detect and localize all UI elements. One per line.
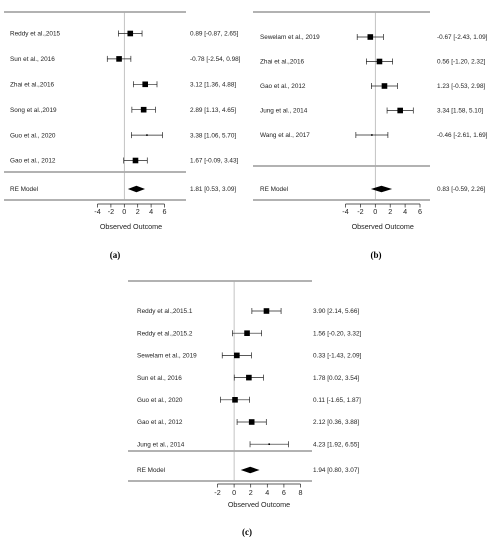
panel-b-x-tick-label: -2 [357,207,363,216]
panel-a-ci-text: 1.67 [-0.09, 3.43] [190,158,239,165]
panel-b-study-label: Gao et al., 2012 [260,83,306,90]
panel-c-study-label: Reddy et al.,2015.2 [137,330,193,337]
panel-c-x-tick-label: 0 [232,488,236,497]
panel-b-model-label: RE Model [260,186,288,193]
panel-a-x-axis-label: Observed Outcome [100,222,162,231]
panel-a-study-label: Reddy et al.,2015 [10,31,61,38]
panel-a-model-diamond [127,185,146,193]
panel-b-x-tick-label: 2 [388,207,392,216]
panel-c-study-label: Gao et al., 2012 [137,419,183,426]
panel-c-point-estimate [244,330,250,336]
panel-b-ci-text: 3.34 [1.58, 5.10] [437,108,483,115]
panel-b-x-axis-label: Observed Outcome [352,222,414,231]
panel-c-ci-text: 4.23 [1.92, 6.55] [313,441,359,448]
panel-c-x-tick-label: 6 [282,488,286,497]
panel-c-model-diamond [240,466,260,474]
panel-b-point-estimate [371,134,373,136]
panel-b-caption: (b) [371,250,382,260]
panel-a-x-tick-label: -4 [94,207,100,216]
panel-a-model-ci-text: 1.81 [0.53, 3.09] [190,186,236,193]
panel-a-point-estimate [142,81,149,88]
panel-a-point-estimate [132,157,139,164]
panel-c-x-tick-label: -2 [214,488,220,497]
panel-b-x-tick-label: 0 [373,207,377,216]
panel-c-study-label: Sun et al., 2016 [137,375,182,382]
panel-a-point-estimate [140,106,147,113]
panel-b-point-estimate [397,107,403,114]
panel-a-study-label: Guo et al., 2020 [10,132,56,139]
panel-a-x-tick-label: 2 [136,207,140,216]
panel-c-ci-text: 0.11 [-1.65, 1.87] [313,397,361,404]
panel-c-x-tick-label: 4 [265,488,269,497]
panel-a-point-estimate [116,56,122,62]
panel-b-x-tick-label: 6 [418,207,422,216]
panel-c-ci-text: 2.12 [0.36, 3.88] [313,419,359,426]
panel-b-x-tick-label: 4 [403,207,407,216]
panel-c-ci-text: 1.56 [-0.20, 3.32] [313,330,362,337]
panel-a-study-label: Gao et al., 2012 [10,158,56,165]
panel-c-study-label: Guo et al., 2020 [137,397,183,404]
panel-c-point-estimate [246,374,252,381]
panel-c-x-tick-label: 8 [299,488,303,497]
panel-b-model-ci-text: 0.83 [-0.59, 2.26] [437,186,486,193]
panel-b-ci-text: -0.67 [-2.43, 1.09] [437,34,488,41]
panel-a-x-tick-label: 0 [122,207,126,216]
panel-b-model-diamond [370,185,393,193]
panel-b-point-estimate [367,34,374,40]
panel-b-study-label: Zhai et al.,2016 [260,59,305,66]
panel-b-study-label: Wang et al., 2017 [260,132,310,139]
panel-c-ci-text: 0.33 [-1.43, 2.09] [313,353,362,360]
panel-a-study-label: Sun et al., 2016 [10,56,55,63]
panel-b-ci-text: 1.23 [-0.53, 2.98] [437,83,486,90]
panel-c-study-label: Reddy et al.,2015.1 [137,308,193,315]
panel-a-caption: (a) [110,250,121,260]
panel-c-ci-text: 1.78 [0.02, 3.54] [313,375,359,382]
panel-c-caption: (c) [242,527,252,537]
panel-a-study-label: Song et al.,2019 [10,107,57,114]
panel-c-study-label: Jung et al., 2014 [137,441,185,448]
panel-a-x-tick-label: -2 [108,207,114,216]
panel-b-ci-text: -0.46 [-2.61, 1.69] [437,132,488,139]
panel-a-ci-text: 2.89 [1.13, 4.65] [190,107,236,114]
panel-a-study-label: Zhai et al.,2016 [10,82,55,89]
panel-c-study-label: Sewelam et al., 2019 [137,353,197,360]
panel-c-point-estimate [248,419,255,425]
panel-a-ci-text: 0.89 [-0.87, 2.65] [190,31,239,38]
panel-a-x-tick-label: 6 [163,207,167,216]
panel-a-x-tick-label: 4 [149,207,153,216]
panel-a-ci-text: 3.38 [1.06, 5.70] [190,132,236,139]
panel-a-point-estimate [146,134,148,136]
panel-c-model-ci-text: 1.94 [0.80, 3.07] [313,467,359,474]
panel-a-ci-text: -0.78 [-2.54, 0.98] [190,56,241,63]
panel-c-point-estimate [268,443,271,445]
panel-c-point-estimate [232,397,238,403]
panel-b-study-label: Jung et al., 2014 [260,108,308,115]
panel-c-model-label: RE Model [137,467,165,474]
panel-b-point-estimate [376,58,383,65]
panel-c-point-estimate [263,308,270,314]
panel-c-x-tick-label: 2 [249,488,253,497]
panel-a-ci-text: 3.12 [1.36, 4.88] [190,82,236,89]
panel-b-point-estimate [381,83,388,89]
panel-b-study-label: Sewelam et al., 2019 [260,34,320,41]
panel-b-ci-text: 0.56 [-1.20, 2.32] [437,59,486,66]
panel-b-x-tick-label: -4 [342,207,348,216]
panel-a-model-label: RE Model [10,186,38,193]
panel-c-x-axis-label: Observed Outcome [228,500,290,509]
panel-a-point-estimate [127,30,134,37]
panel-c-ci-text: 3.90 [2.14, 5.66] [313,308,359,315]
panel-c-point-estimate [234,352,240,359]
